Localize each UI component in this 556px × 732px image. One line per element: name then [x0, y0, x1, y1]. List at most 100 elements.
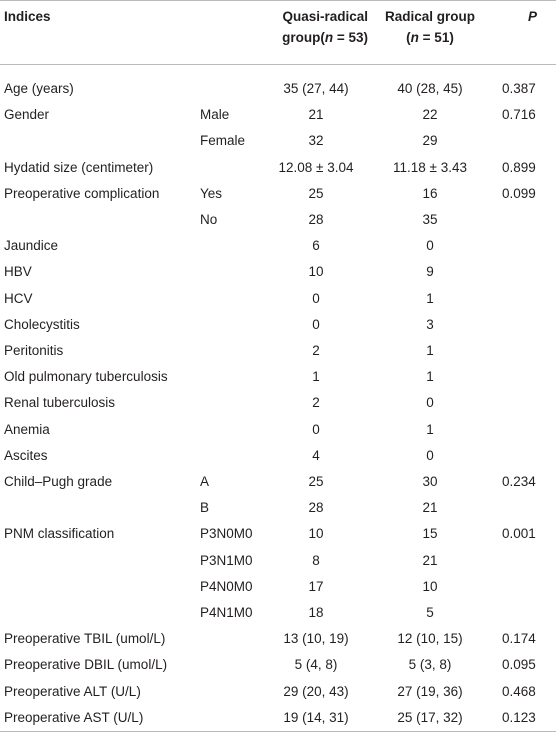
table-cell: 8 [312, 552, 320, 568]
row-label: Hydatid size (centimeter) [4, 159, 154, 175]
row-sublabel: B [200, 500, 210, 516]
header-text: Quasi-radical [282, 9, 368, 24]
top-rule [0, 0, 556, 1]
row-sublabel: Female [200, 133, 246, 149]
table-cell: 0 [312, 316, 320, 332]
table-cell: 12 (10, 15) [397, 631, 463, 647]
row-sublabel: A [200, 474, 210, 489]
table-cell: 17 [308, 578, 324, 594]
row-label: Renal tuberculosis [4, 395, 116, 411]
table-cell: 10 [308, 264, 324, 280]
row-sublabel: P3N1M0 [200, 552, 253, 568]
row-label: Ascites [4, 447, 48, 463]
row-label: HCV [4, 290, 33, 306]
row-label: PNM classification [4, 526, 115, 542]
header-rule [0, 64, 556, 65]
table-cell: 2 [312, 395, 320, 411]
header-text: n [324, 30, 334, 45]
table-cell: 21 [422, 552, 438, 568]
row-sublabel: P4N1M0 [200, 605, 253, 620]
table-cell: 21 [422, 500, 438, 516]
header-text: Radical group [384, 9, 475, 24]
table-cell: 22 [422, 107, 438, 123]
table-cell: 9 [426, 264, 434, 280]
header-text: n [410, 30, 419, 45]
row-label: Preoperative TBIL (umol/L) [4, 631, 166, 647]
header-cell: Quasi-radical group(n = 53) [262, 6, 368, 48]
row-label: Preoperative AST (U/L) [4, 709, 144, 725]
row-label: Old pulmonary tuberculosis [4, 369, 168, 385]
header-cell: Indices [4, 9, 51, 24]
table-cell: 0.099 [502, 185, 536, 201]
table-cell: 5 (4, 8) [294, 657, 338, 673]
table-cell: 25 [308, 185, 324, 201]
table-cell: 0.468 [502, 683, 536, 699]
table-cell: 16 [422, 185, 438, 201]
table-cell: 0.095 [502, 657, 536, 673]
table-cell: 28 [308, 212, 324, 227]
row-label: Preoperative complication [4, 185, 160, 201]
table-cell: 0 [312, 290, 320, 306]
row-label: Peritonitis [4, 343, 64, 358]
table-cell: 1 [312, 369, 320, 385]
table-cell: 13 (10, 19) [283, 631, 349, 647]
table-cell: 18 [308, 605, 324, 620]
table-cell: 0.123 [502, 709, 536, 725]
table-cell: 15 [422, 526, 438, 542]
row-label: HBV [4, 264, 32, 280]
row-label: Jaundice [4, 238, 59, 254]
table-cell: 35 [422, 212, 438, 227]
table-cell: 35 (27, 44) [283, 81, 349, 96]
row-sublabel: Yes [200, 185, 223, 201]
table-cell: 3 [426, 316, 434, 332]
table-cell: 25 [308, 474, 324, 489]
table-cell: 1 [426, 343, 434, 358]
table-cell: 1 [426, 369, 434, 385]
header-text: = 53) [333, 30, 368, 45]
table-cell: 21 [308, 107, 324, 123]
header-cell: P [528, 9, 538, 24]
row-label: Child–Pugh grade [4, 474, 113, 489]
row-label: Cholecystitis [4, 316, 80, 332]
header-cell: Radical group (n = 51) [380, 6, 480, 48]
table-cell: 29 [422, 133, 438, 149]
row-sublabel: No [200, 212, 218, 227]
row-sublabel: Male [200, 107, 230, 123]
table-cell: 0.716 [502, 107, 536, 123]
header-text: group( [282, 30, 325, 45]
table-cell: 10 [422, 578, 438, 594]
table-cell: 32 [308, 133, 324, 149]
table-cell: 27 (19, 36) [397, 683, 463, 699]
table-cell: 0 [312, 421, 320, 437]
row-label: Preoperative ALT (U/L) [4, 683, 141, 699]
table-cell: 0.234 [502, 474, 536, 489]
table-cell: 28 [308, 500, 324, 516]
header-text: ( [406, 30, 411, 45]
table-cell: 29 (20, 43) [283, 683, 349, 699]
table-cell: 0.387 [502, 81, 536, 96]
table-cell: 11.18 ± 3.43 [393, 159, 467, 175]
row-sublabel: P4N0M0 [200, 578, 253, 594]
table-cell: 0 [426, 395, 434, 411]
table-cell: 10 [308, 526, 324, 542]
table-cell: 25 (17, 32) [397, 709, 463, 725]
table-cell: 2 [312, 343, 320, 358]
table-cell: 6 [312, 238, 320, 254]
table-cell: 0.899 [502, 159, 536, 175]
row-label: Age (years) [4, 81, 74, 96]
row-label: Preoperative DBIL (umol/L) [4, 657, 168, 673]
table-cell: 5 [426, 605, 434, 620]
row-label: Gender [4, 107, 50, 123]
table-cell: 5 (3, 8) [408, 657, 452, 673]
row-label: Anemia [4, 421, 50, 437]
header-text: = 51) [418, 30, 454, 45]
table-cell: 30 [422, 474, 438, 489]
table-cell: 19 (14, 31) [283, 709, 349, 725]
table-cell: 0.001 [502, 526, 536, 542]
row-sublabel: P3N0M0 [200, 526, 253, 542]
table-cell: 12.08 ± 3.04 [278, 159, 354, 175]
table-cell: 40 (28, 45) [397, 81, 463, 96]
table-cell: 1 [426, 290, 434, 306]
table-cell: 0 [426, 447, 434, 463]
